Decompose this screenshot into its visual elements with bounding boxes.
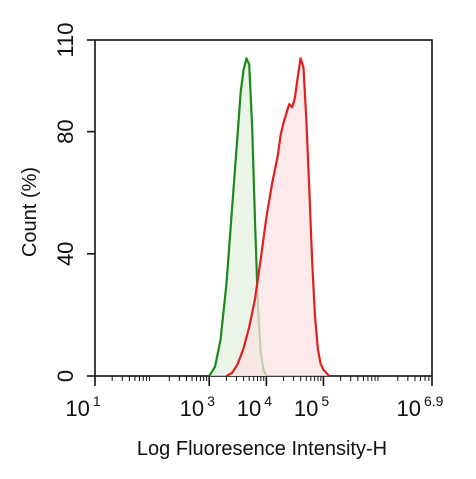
series-layer	[208, 57, 331, 377]
y-tick-label: 80	[53, 119, 78, 143]
x-axis-ticks: 10 1 10 3 10 4 10 5 10 6.9	[65, 376, 444, 421]
x-tick-label: 10 6.9	[397, 393, 444, 421]
x-tick-label: 10 4	[237, 393, 272, 421]
x-axis-title: Log Fluoresence Intensity-H	[137, 438, 387, 460]
series-1-line	[225, 57, 331, 377]
y-tick-label: 0	[53, 370, 78, 382]
y-tick-label: 40	[53, 242, 78, 266]
x-tick-label: 10 1	[65, 393, 100, 421]
x-tick-label: 10 5	[294, 393, 329, 421]
y-tick-label: 110	[53, 22, 78, 57]
y-axis-ticks: 0 40 80 110	[53, 22, 95, 382]
y-axis-title: Count (%)	[19, 167, 41, 257]
x-tick-label: 10 3	[180, 393, 215, 421]
series-1-fill	[226, 58, 330, 377]
